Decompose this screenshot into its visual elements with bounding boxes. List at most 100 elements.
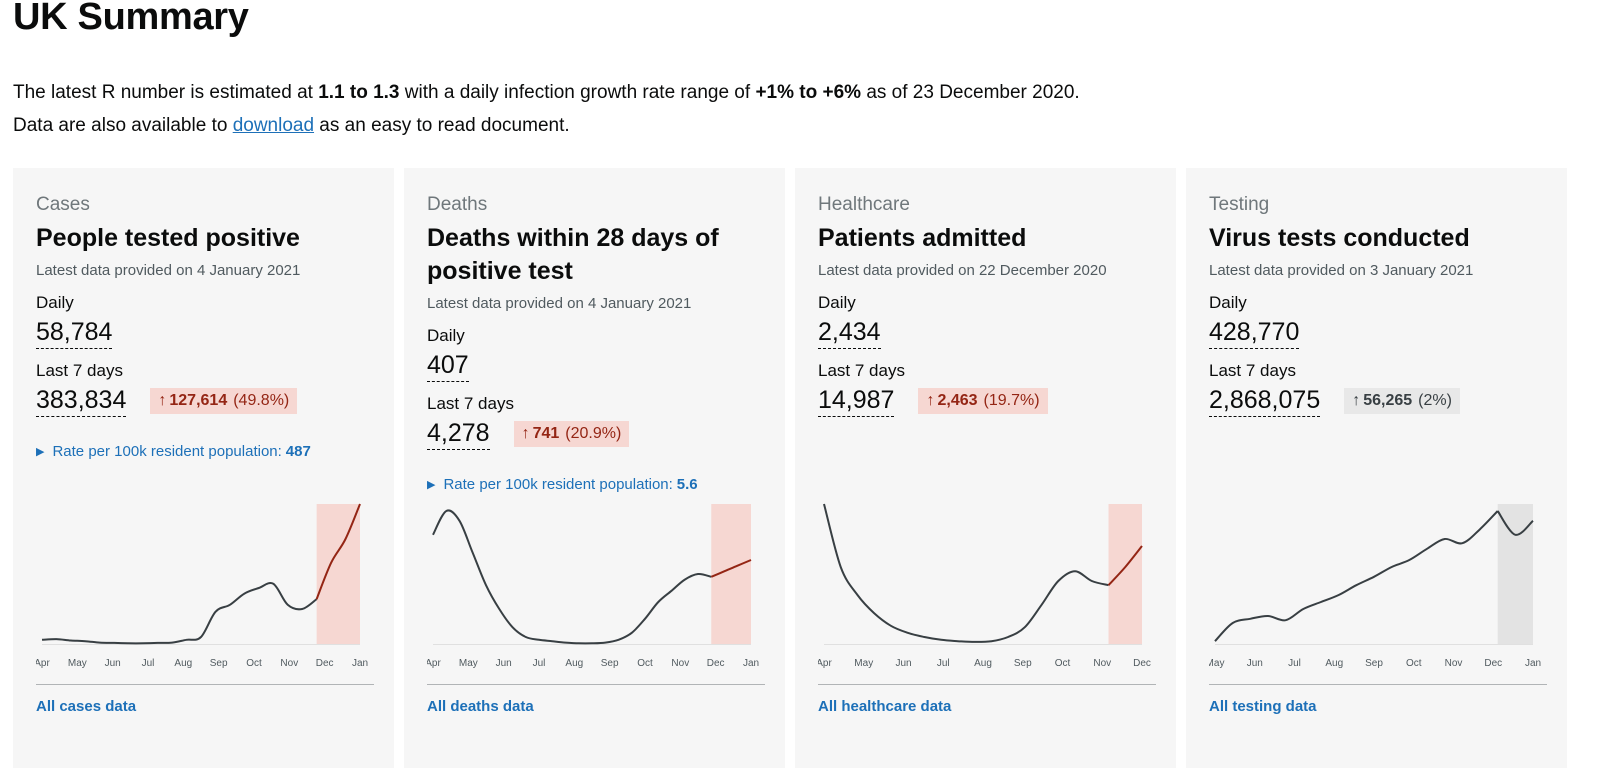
divider [36,684,374,685]
rate-label: Rate per 100k resident population: [443,476,673,493]
latest-date: Latest data provided on 22 December 2020 [818,262,1107,279]
x-tick-label: Oct [246,658,262,669]
chart-svg: Apr May Jun Jul Aug Sep Oct Nov Dec Jan [427,504,759,669]
divider [427,684,765,685]
arrow-up-icon: ↑ [926,392,935,409]
x-tick-label: Sep [601,658,619,669]
change-value: 127,614 [169,392,228,409]
x-tick-label: Nov [671,658,689,669]
change-value: 56,265 [1363,392,1413,409]
week-value[interactable]: 383,834 [36,385,127,417]
x-tick-label: Jan [743,658,759,669]
x-tick-label: Oct [1055,658,1071,669]
week-value[interactable]: 14,987 [818,385,895,417]
x-tick-label: Aug [174,658,192,669]
rate-toggle[interactable]: ▶ Rate per 100k resident population: 5.6 [427,476,785,493]
daily-value[interactable]: 428,770 [1209,317,1300,349]
x-tick-label: Sep [210,658,228,669]
divider [1209,684,1547,685]
intro-line-1: The latest R number is estimated at 1.1 … [13,82,1080,103]
triangle-right-icon: ▶ [427,479,436,491]
x-tick-label: May [1209,658,1224,669]
highlight-band [1108,504,1142,644]
daily-value[interactable]: 407 [427,350,469,382]
x-tick-label: May [68,658,87,669]
week-label: Last 7 days [36,361,123,380]
x-tick-label: Oct [637,658,653,669]
daily-label: Daily [36,293,74,312]
week-value[interactable]: 2,868,075 [1209,385,1321,417]
change-value: 741 [532,425,560,442]
testing-chart: May Jun Jul Aug Sep Oct Nov Dec Jan [1209,484,1547,674]
divider [818,684,1156,685]
triangle-right-icon: ▶ [36,446,45,458]
series-line-recent [1496,510,1534,536]
download-link[interactable]: download [232,115,315,136]
growth-range: +1% to +6% [755,82,862,103]
x-tick-label: Oct [1406,658,1422,669]
chart-svg: Apr May Jun Jul Aug Sep Oct Nov Dec [818,503,1151,669]
x-tick-label: Nov [1445,658,1463,669]
x-tick-label: Dec [1133,658,1151,669]
rate-label: Rate per 100k resident population: [52,443,282,460]
latest-date: Latest data provided on 4 January 2021 [36,262,301,279]
change-badge: ↑ 127,614 (49.8%) [150,388,298,414]
x-tick-label: Jan [1525,658,1541,669]
page-title: UK Summary [13,0,249,38]
deaths-chart: Apr May Jun Jul Aug Sep Oct Nov Dec Jan [427,484,765,674]
x-tick-label: Sep [1014,658,1032,669]
daily-value[interactable]: 2,434 [818,317,881,349]
x-tick-label: May [459,658,478,669]
x-tick-label: Sep [1365,658,1383,669]
highlight-band [1497,504,1533,644]
change-percent: (20.9%) [565,425,622,442]
series-line [1214,510,1499,642]
card-caption: Testing [1209,194,1270,215]
change-badge: ↑ 741 (20.9%) [513,421,630,447]
chart-svg: May Jun Jul Aug Sep Oct Nov Dec Jan [1209,504,1541,669]
change-percent: (49.8%) [233,392,290,409]
x-tick-label: Aug [1325,658,1343,669]
x-tick-label: Jun [1247,658,1263,669]
x-tick-label: Dec [1484,658,1502,669]
latest-date: Latest data provided on 3 January 2021 [1209,262,1474,279]
series-line-recent [1107,545,1143,586]
latest-date: Latest data provided on 4 January 2021 [427,295,692,312]
card-healthcare: Healthcare Patients admitted Latest data… [795,168,1176,768]
rate-toggle[interactable]: ▶ Rate per 100k resident population: 487 [36,443,394,460]
card-title: Deaths within 28 days of positive test [427,224,719,285]
week-label: Last 7 days [427,394,514,413]
x-tick-label: Jul [533,658,546,669]
daily-value[interactable]: 58,784 [36,317,113,349]
x-tick-label: May [854,658,873,669]
x-tick-label: Apr [427,658,441,669]
x-tick-label: Apr [36,658,50,669]
x-tick-label: Dec [316,658,334,669]
daily-label: Daily [818,293,856,312]
x-tick-label: Jul [1288,658,1301,669]
all-cases-link[interactable]: All cases data [36,698,137,715]
series-line [823,503,1109,643]
card-testing: Testing Virus tests conducted Latest dat… [1186,168,1567,768]
change-percent: (19.7%) [983,392,1040,409]
arrow-up-icon: ↑ [521,425,530,442]
all-healthcare-link[interactable]: All healthcare data [818,698,952,715]
all-testing-link[interactable]: All testing data [1209,698,1317,715]
week-label: Last 7 days [818,361,905,380]
daily-label: Daily [427,326,465,345]
week-value[interactable]: 4,278 [427,418,490,450]
all-deaths-link[interactable]: All deaths data [427,698,534,715]
rate-value: 487 [285,443,311,460]
cases-chart: Apr May Jun Jul Aug Sep Oct Nov Dec Jan [36,484,374,674]
x-tick-label: Jun [895,658,911,669]
healthcare-chart: Apr May Jun Jul Aug Sep Oct Nov Dec [818,484,1156,674]
change-percent: (2%) [1418,392,1452,409]
series-line [432,509,712,645]
week-label: Last 7 days [1209,361,1296,380]
arrow-up-icon: ↑ [158,392,167,409]
x-tick-label: Jun [105,658,121,669]
intro-line-2: Data are also available to download as a… [13,115,570,136]
x-tick-label: Nov [1093,658,1111,669]
card-title: Patients admitted [818,224,1027,252]
series-line-recent [710,559,752,578]
